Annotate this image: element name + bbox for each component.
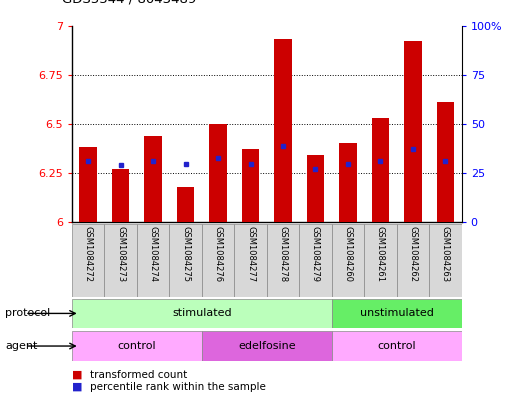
Text: GSM1084272: GSM1084272 (84, 226, 92, 282)
Bar (307, 155, 324, 222)
Text: transformed count: transformed count (90, 369, 187, 380)
Bar (72, 224, 104, 297)
Text: unstimulated: unstimulated (360, 309, 433, 318)
Text: protocol: protocol (5, 309, 50, 318)
Bar (209, 124, 227, 222)
Bar (169, 224, 202, 297)
Bar (299, 224, 332, 297)
Text: GSM1084277: GSM1084277 (246, 226, 255, 282)
Bar (332, 224, 364, 297)
Bar (339, 143, 357, 222)
Text: GSM1084262: GSM1084262 (408, 226, 418, 282)
Bar (242, 149, 260, 222)
Bar (112, 169, 129, 222)
Text: control: control (117, 341, 156, 351)
Text: agent: agent (5, 341, 37, 351)
Bar (332, 299, 462, 328)
Text: ■: ■ (72, 369, 82, 380)
Bar (397, 224, 429, 297)
Bar (176, 187, 194, 222)
Bar (274, 39, 292, 222)
Text: edelfosine: edelfosine (238, 341, 295, 351)
Text: control: control (378, 341, 416, 351)
Text: GSM1084275: GSM1084275 (181, 226, 190, 282)
Text: GSM1084263: GSM1084263 (441, 226, 450, 282)
Bar (79, 147, 97, 222)
Bar (72, 331, 202, 361)
Bar (371, 118, 389, 222)
Text: GSM1084278: GSM1084278 (279, 226, 287, 282)
Bar (404, 41, 422, 222)
Bar (144, 136, 162, 222)
Text: GSM1084261: GSM1084261 (376, 226, 385, 282)
Text: GSM1084279: GSM1084279 (311, 226, 320, 282)
Bar (364, 224, 397, 297)
Text: GSM1084260: GSM1084260 (344, 226, 352, 282)
Bar (234, 224, 267, 297)
Bar (104, 224, 137, 297)
Text: stimulated: stimulated (172, 309, 231, 318)
Bar (332, 331, 462, 361)
Text: percentile rank within the sample: percentile rank within the sample (90, 382, 266, 392)
Text: GDS5544 / 8043489: GDS5544 / 8043489 (62, 0, 196, 6)
Bar (429, 224, 462, 297)
Bar (202, 224, 234, 297)
Bar (267, 224, 299, 297)
Text: GSM1084276: GSM1084276 (213, 226, 223, 282)
Text: ■: ■ (72, 382, 82, 392)
Bar (202, 331, 332, 361)
Bar (137, 224, 169, 297)
Bar (437, 102, 455, 222)
Text: GSM1084274: GSM1084274 (149, 226, 157, 282)
Bar (72, 299, 332, 328)
Text: GSM1084273: GSM1084273 (116, 226, 125, 282)
